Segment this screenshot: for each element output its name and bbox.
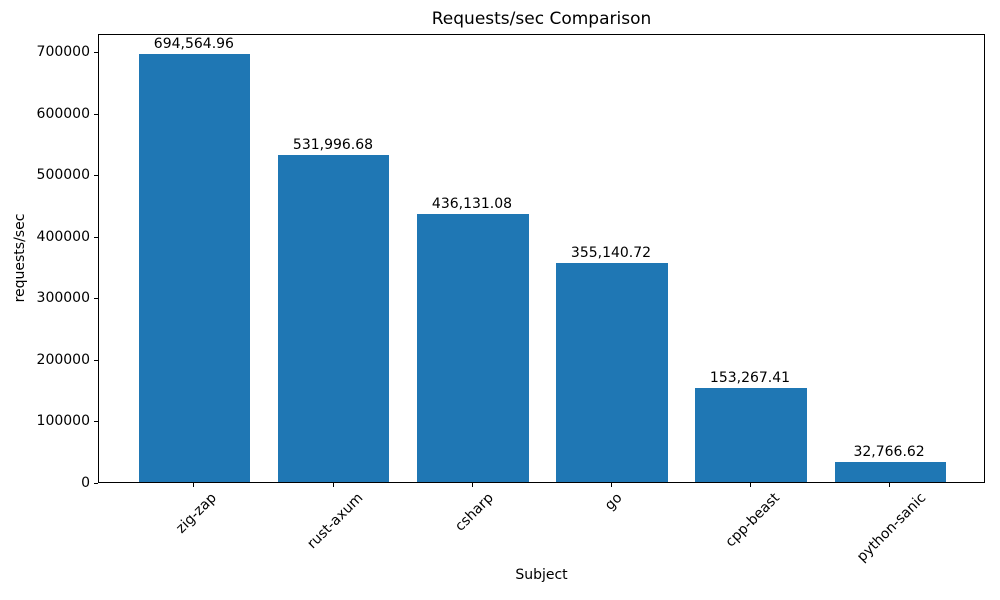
y-tick-mark xyxy=(94,298,98,300)
x-tick-mark xyxy=(610,483,612,487)
x-tick-mark xyxy=(749,483,751,487)
x-tick-mark xyxy=(471,483,473,487)
y-tick-label: 500000 xyxy=(36,167,90,184)
x-tick-label: csharp xyxy=(452,490,497,535)
y-tick-label: 200000 xyxy=(36,351,90,368)
bar-value-label: 436,131.08 xyxy=(431,195,513,212)
y-tick-label: 300000 xyxy=(36,290,90,307)
bar-value-label: 32,766.62 xyxy=(853,443,925,460)
y-tick-mark xyxy=(94,359,98,361)
chart-title: Requests/sec Comparison xyxy=(431,9,652,29)
bar xyxy=(834,461,946,482)
y-tick-mark xyxy=(94,421,98,423)
y-axis-label: requests/sec xyxy=(12,213,28,303)
x-tick-label: go xyxy=(601,490,626,514)
y-tick-mark xyxy=(94,236,98,238)
bar-value-label: 355,140.72 xyxy=(570,245,652,262)
plot-area xyxy=(98,34,985,483)
bar xyxy=(417,213,529,482)
x-tick-mark xyxy=(193,483,195,487)
x-tick-label: rust-axum xyxy=(304,490,367,553)
y-tick-label: 0 xyxy=(81,475,90,491)
bar-value-label: 153,267.41 xyxy=(709,369,791,386)
x-tick-label: cpp-beast xyxy=(722,490,783,551)
y-tick-label: 400000 xyxy=(36,228,90,245)
x-tick-label: zig-zap xyxy=(173,490,220,537)
y-tick-mark xyxy=(94,483,98,484)
bar xyxy=(695,387,807,482)
y-tick-label: 600000 xyxy=(36,105,90,122)
y-tick-label: 700000 xyxy=(36,44,90,60)
y-tick-mark xyxy=(94,175,98,177)
y-tick-label: 100000 xyxy=(36,413,90,430)
bar xyxy=(139,54,251,482)
y-tick-mark xyxy=(94,113,98,115)
bar-value-label: 694,564.96 xyxy=(153,36,234,53)
y-tick-mark xyxy=(94,52,98,53)
x-tick-mark xyxy=(332,483,334,487)
x-tick-mark xyxy=(888,483,890,487)
x-tick-label: python-sanic xyxy=(853,490,930,566)
x-axis-label: Subject xyxy=(515,567,568,583)
bar xyxy=(556,263,668,482)
bar-value-label: 531,996.68 xyxy=(292,136,374,153)
bar xyxy=(278,154,390,482)
